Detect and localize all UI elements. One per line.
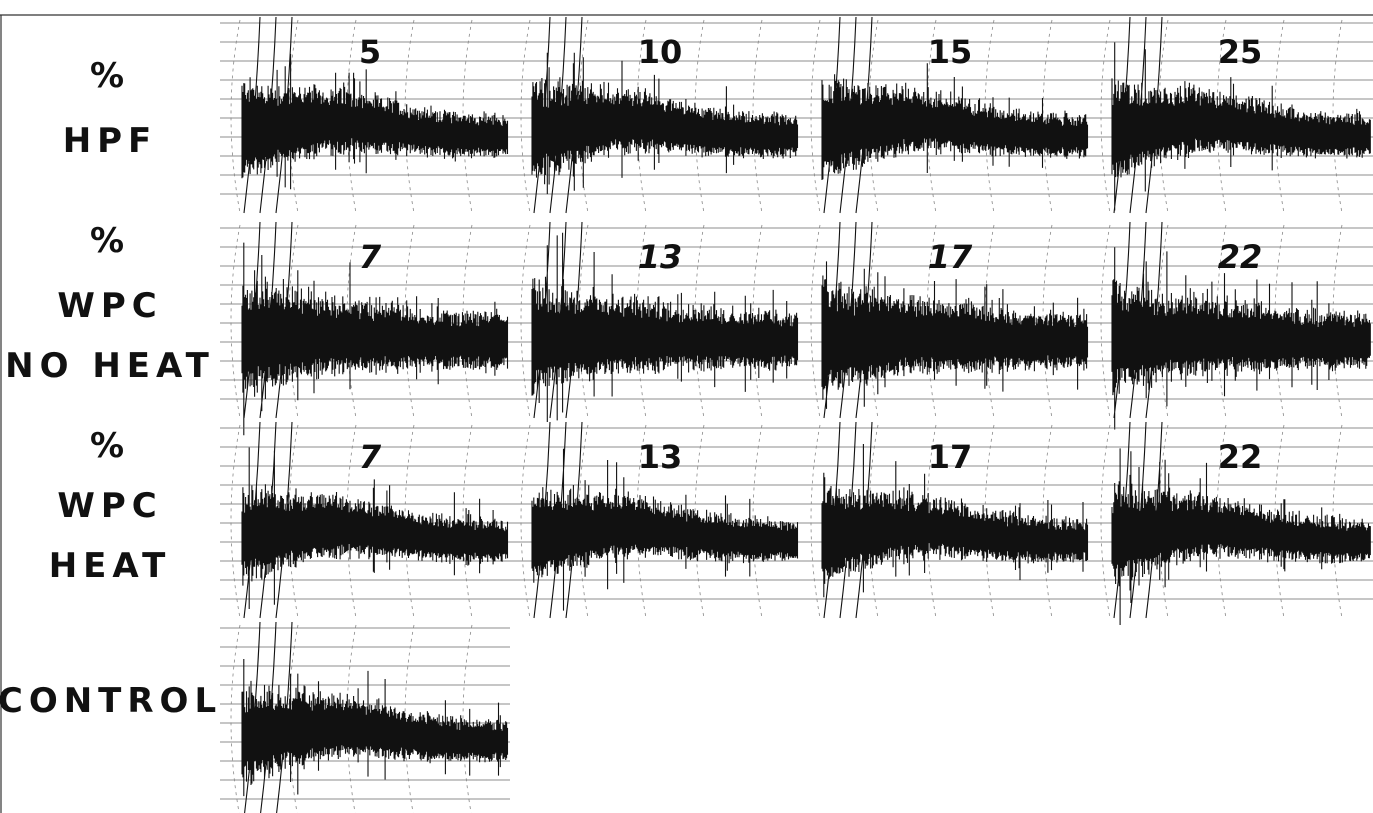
- chart-arc: [463, 625, 472, 813]
- panel-number: 17: [928, 438, 973, 476]
- panel-number: 25: [1218, 33, 1263, 71]
- row-label: WPC: [57, 286, 162, 326]
- chart-arc: [231, 425, 240, 618]
- row-label: %: [90, 426, 130, 466]
- panel-number: 15: [928, 33, 973, 71]
- chart-arc: [1101, 20, 1110, 213]
- chart-arc: [811, 425, 820, 618]
- figure: % HPF 5 10 15 25% WPC NO HEAT 7 13 17 22% WPC HEAT 7 13…: [0, 0, 1373, 813]
- chart-arc: [1101, 425, 1110, 618]
- panel-number: 10: [638, 33, 683, 71]
- chart-arc: [1101, 225, 1110, 418]
- chart-arc: [753, 20, 762, 213]
- chart-arc: [231, 20, 240, 213]
- chart-arc: [231, 625, 240, 813]
- chart-arc: [811, 225, 820, 418]
- row-label: %: [90, 221, 130, 261]
- panel-number: 17: [928, 238, 973, 276]
- chart-arc: [521, 20, 530, 213]
- panel-number: 7: [359, 238, 382, 276]
- panel-number: 5: [359, 33, 381, 71]
- chart-arc: [521, 425, 530, 618]
- panel-number: 13: [638, 238, 683, 276]
- row-label: WPC: [57, 486, 162, 526]
- panel-number: 7: [359, 438, 382, 476]
- row-label: HEAT: [49, 546, 172, 586]
- chart-arc: [811, 20, 820, 213]
- chart-arc: [231, 225, 240, 418]
- panel-number: 13: [638, 438, 683, 476]
- row-label: HPF: [63, 121, 158, 161]
- recording-trace: [242, 622, 508, 813]
- row-label: NO HEAT: [5, 346, 215, 386]
- chart-arc: [521, 225, 530, 418]
- panel-number: 22: [1218, 238, 1263, 276]
- row-label: CONTROL: [0, 681, 222, 721]
- panel-number: 22: [1218, 438, 1263, 476]
- row-label: %: [90, 56, 130, 96]
